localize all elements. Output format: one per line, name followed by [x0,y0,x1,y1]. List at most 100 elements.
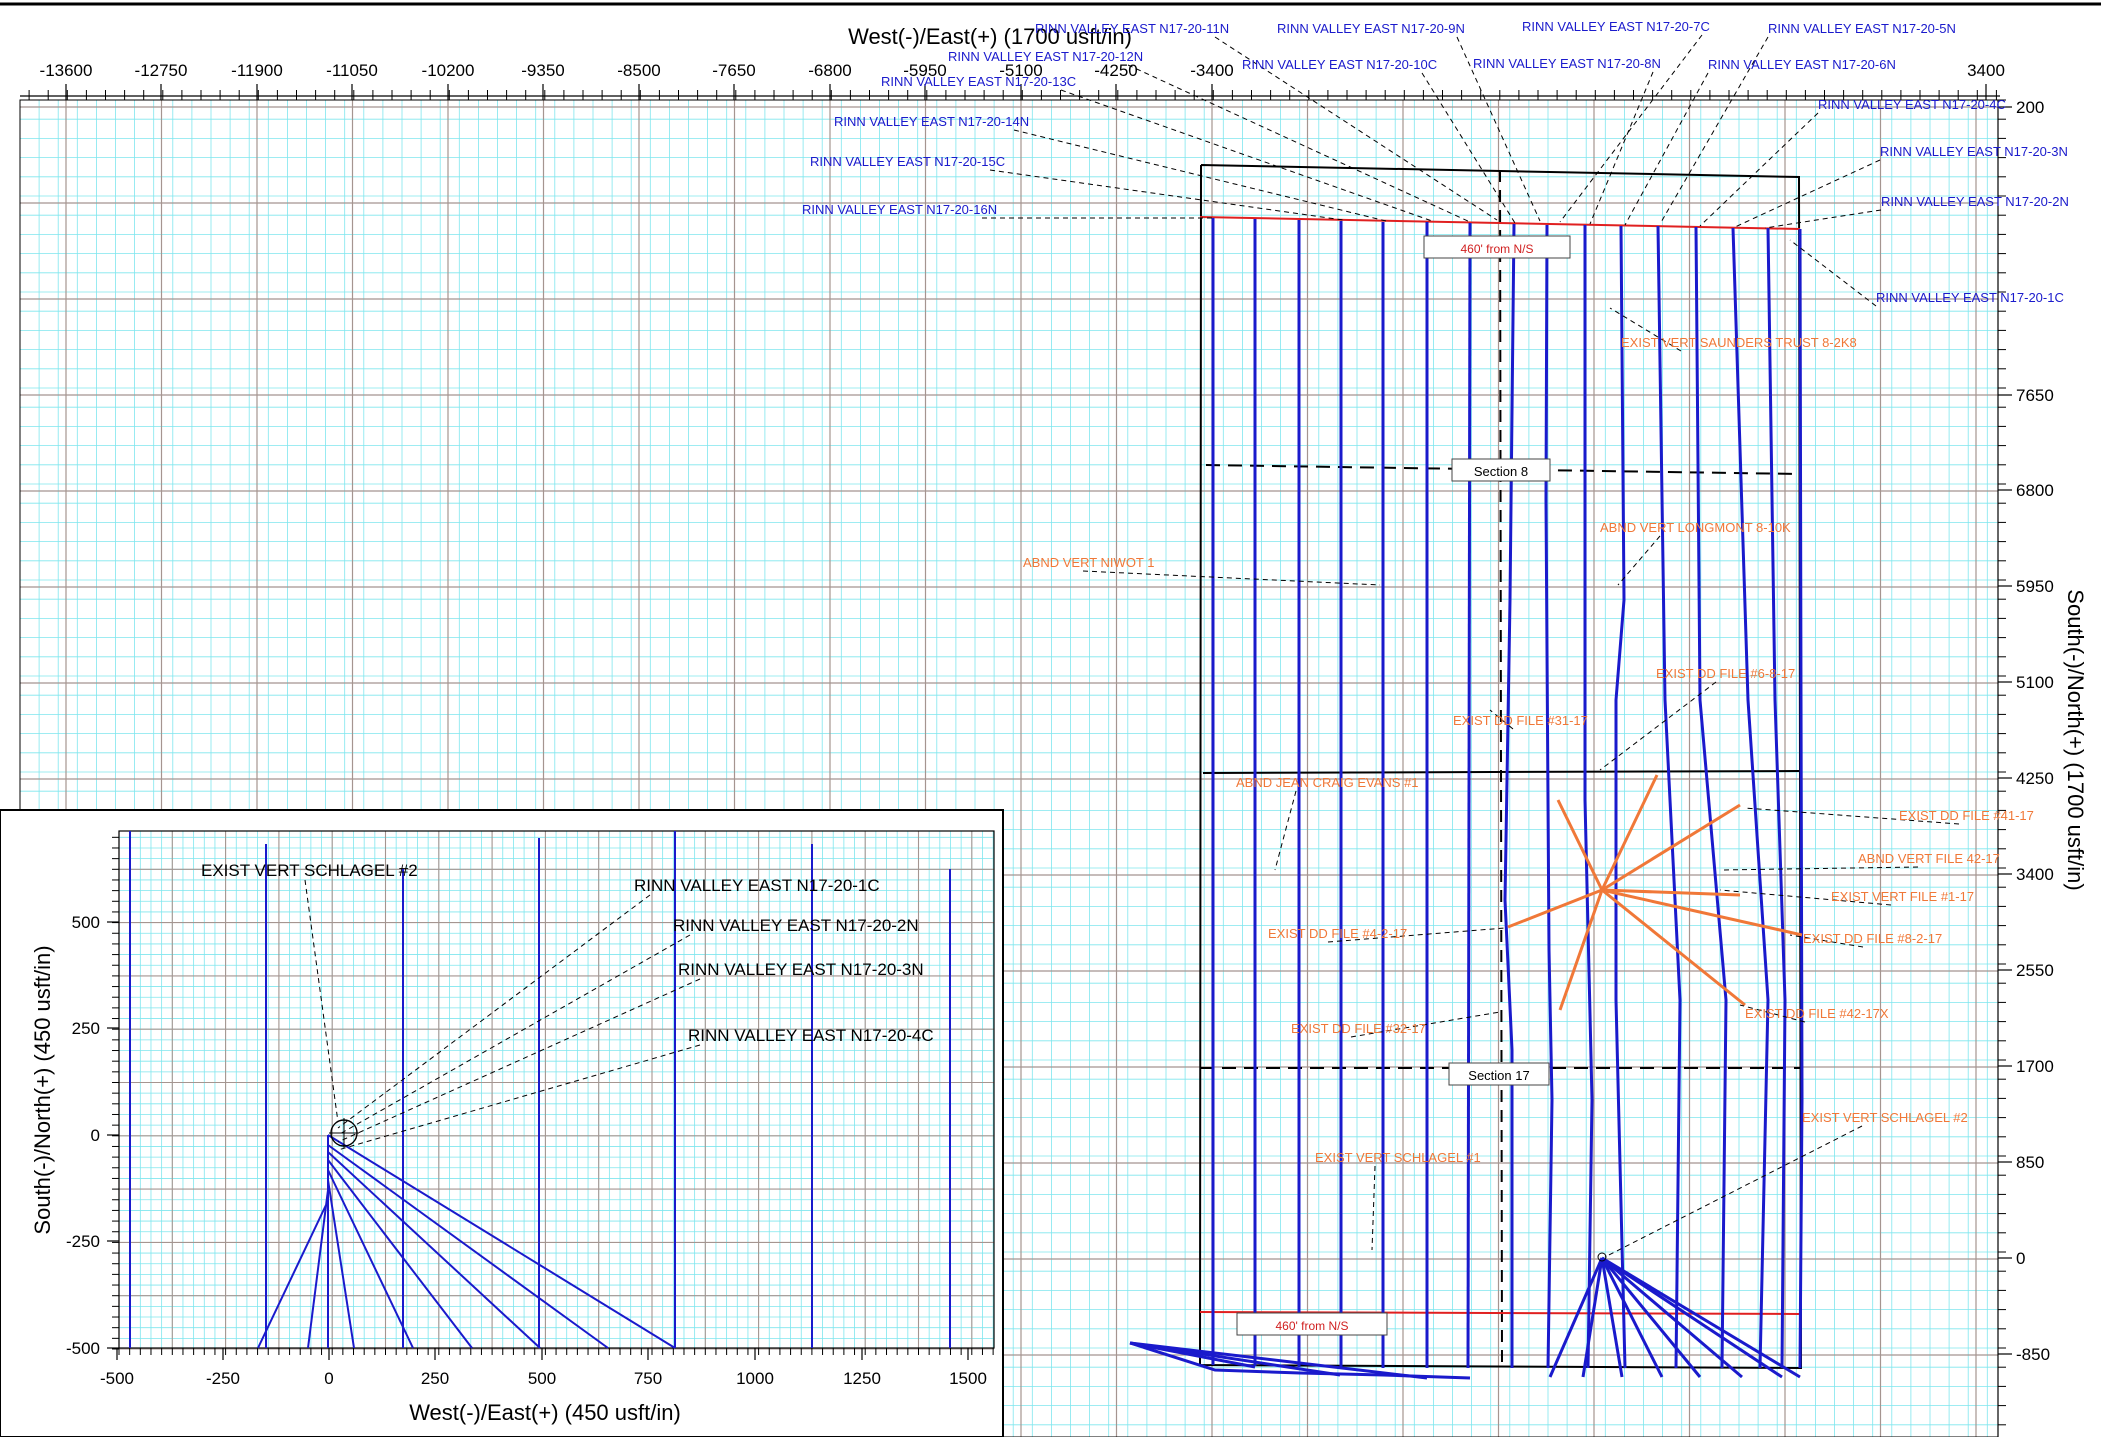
inset-major-grid [118,831,994,1350]
main-x-tick-label: -11050 [326,61,378,80]
main-x-tick-label: 3400 [1967,61,2005,80]
well-label: RINN VALLEY EAST N17-20-14N [834,114,1029,129]
main-x-tick-label: -5100 [999,61,1042,80]
well-label: RINN VALLEY EAST N17-20-3N [1880,144,2068,159]
inset-x-tick-label: 500 [528,1369,556,1388]
main-x-axis-title: West(-)/East(+) (1700 usft/in) [848,24,1132,49]
inset-y-tick-label: 250 [72,1019,100,1038]
main-x-tick-label: -13600 [40,61,93,80]
well-label: RINN VALLEY EAST N17-20-9N [1277,21,1465,36]
main-x-tick-label: -12750 [135,61,188,80]
inset-x-tick-label: -500 [100,1369,134,1388]
existing-well-label: EXIST VERT SCHLAGEL #1 [1315,1150,1481,1165]
inset-label: RINN VALLEY EAST N17-20-4C [688,1026,934,1045]
existing-well-label: ABND JEAN CRAIG EVANS #1 [1236,775,1419,790]
main-y-tick-label: 4250 [2016,769,2054,788]
existing-well-label: EXIST DD FILE #4-2-17 [1268,926,1407,941]
inset-y-tick-label: 500 [72,913,100,932]
inset-x-tick-label: 250 [421,1369,449,1388]
inset-wellbores [129,831,951,1349]
inset-y-axis: 500 250 0 -250 -500 [66,836,119,1358]
inset-y-tick-label: -500 [66,1339,100,1358]
main-x-tick-label: -10200 [422,61,475,80]
main-y-tick-label: 6800 [2016,481,2054,500]
section-17-box: Section 17 [1448,1062,1550,1086]
main-x-tick-label: -11900 [231,61,283,80]
setback-line-north [1199,216,1801,230]
existing-well-label: EXIST VERT FILE #1-17 [1831,889,1974,904]
main-y-tick-label: 7650 [2016,386,2054,405]
inset-well-marker [329,1118,359,1148]
main-x-tick-label: -5950 [903,61,946,80]
existing-well-label: EXIST VERT SAUNDERS TRUST 8-2K8 [1621,335,1857,350]
main-y-tick-label: 2550 [2016,961,2054,980]
well-label: RINN VALLEY EAST N17-20-1C [1876,290,2064,305]
main-x-tick-label: -4250 [1094,61,1137,80]
well-label: RINN VALLEY EAST N17-20-7C [1522,19,1710,34]
inset-label: EXIST VERT SCHLAGEL #2 [201,861,418,880]
inset-x-tick-label: 750 [634,1369,662,1388]
existing-well-label: EXIST DD FILE #32-17 [1291,1021,1426,1036]
inset-x-tick-label: 1000 [736,1369,774,1388]
main-x-tick-label: -9350 [521,61,564,80]
inset-x-tick-label: 0 [324,1369,333,1388]
existing-well-label: EXIST DD FILE #6-8-17 [1656,666,1795,681]
inset-plot: -500 -250 0 250 500 750 1000 1250 1500 500 250 0 -2… [0,809,1004,1437]
well-label: RINN VALLEY EAST N17-20-6N [1708,57,1896,72]
svg-text:460' from N/S: 460' from N/S [1276,1319,1349,1333]
section-8-box: Section 8 [1451,458,1551,482]
main-y-tick-label: 0 [2016,1249,2025,1268]
main-y-axis: 200 7650 6800 5950 5100 4250 3400 2550 1700 850 0 -… [1997,98,2054,1437]
inset-label: RINN VALLEY EAST N17-20-2N [673,916,919,935]
main-y-tick-label: 5950 [2016,577,2054,596]
well-label: RINN VALLEY EAST N17-20-4C [1818,97,2006,112]
existing-well-label: EXIST DD FILE #42-17X [1745,1006,1889,1021]
inset-y-tick-label: -250 [66,1232,100,1251]
existing-well-label: ABND VERT NIWOT 1 [1023,555,1154,570]
main-y-tick-label: 200 [2016,98,2044,117]
well-label: RINN VALLEY EAST N17-20-5N [1768,21,1956,36]
inset-y-axis-title: South(-)/North(+) (450 usft/in) [30,945,55,1234]
well-label: RINN VALLEY EAST N17-20-13C [881,74,1076,89]
svg-text:Section 17: Section 17 [1468,1068,1529,1083]
existing-well-label: EXIST DD FILE #8-2-17 [1803,931,1942,946]
svg-text:Section 8: Section 8 [1474,464,1528,479]
existing-well-label: ABND VERT LONGMONT 8-10K [1600,520,1791,535]
well-label: RINN VALLEY EAST N17-20-11N [1035,21,1229,36]
main-x-axis: -13600 -12750 -11900 -11050 -10200 -9350 -8500… [20,61,2005,100]
existing-well-label: EXIST VERT SCHLAGEL #2 [1802,1110,1968,1125]
inset-label: RINN VALLEY EAST N17-20-1C [634,876,880,895]
main-x-tick-label: -7650 [712,61,755,80]
existing-well-label: EXIST DD FILE #31-17 [1453,713,1588,728]
existing-well-label: ABND VERT FILE 42-17 [1858,851,2000,866]
main-y-tick-label: 3400 [2016,865,2054,884]
inset-x-axis: -500 -250 0 250 500 750 1000 1250 1500 [100,1348,994,1388]
main-x-tick-label: -8500 [617,61,660,80]
main-y-axis-title: South(-)/North(+) (1700 usft/in) [2063,589,2088,890]
label-leaders [982,34,1960,1258]
main-y-tick-label: 1700 [2016,1057,2054,1076]
main-y-tick-label: 5100 [2016,673,2054,692]
inset-x-tick-label: 1250 [843,1369,881,1388]
well-label: RINN VALLEY EAST N17-20-12N [948,49,1143,64]
inset-y-tick-label: 0 [91,1126,100,1145]
inset-x-tick-label: -250 [206,1369,240,1388]
inset-label: RINN VALLEY EAST N17-20-3N [678,960,924,979]
wellbores [1129,218,1804,1380]
setback-box-south: 460' from N/S [1236,1312,1388,1336]
existing-well-labels: EXIST VERT SAUNDERS TRUST 8-2K8 ABND VERT… [1023,335,2034,1165]
well-label: RINN VALLEY EAST N17-20-16N [802,202,997,217]
inset-leaders [304,879,701,1151]
well-label: RINN VALLEY EAST N17-20-10C [1242,57,1437,72]
existing-well-paths [1507,774,1803,1011]
well-label: RINN VALLEY EAST N17-20-2N [1881,194,2069,209]
well-label: RINN VALLEY EAST N17-20-8N [1473,56,1661,71]
inset-x-axis-title: West(-)/East(+) (450 usft/in) [409,1400,681,1425]
well-name-labels: RINN VALLEY EAST N17-20-11N RINN VALLEY E… [802,19,2069,305]
inset-labels: EXIST VERT SCHLAGEL #2 RINN VALLEY EAST N… [201,861,934,1045]
main-x-tick-label: -3400 [1190,61,1233,80]
well-label: RINN VALLEY EAST N17-20-15C [810,154,1005,169]
annotation-boxes: 460' from N/S Section 8 Section 17 460' … [1236,235,1571,1336]
main-y-tick-label: -850 [2016,1345,2050,1364]
